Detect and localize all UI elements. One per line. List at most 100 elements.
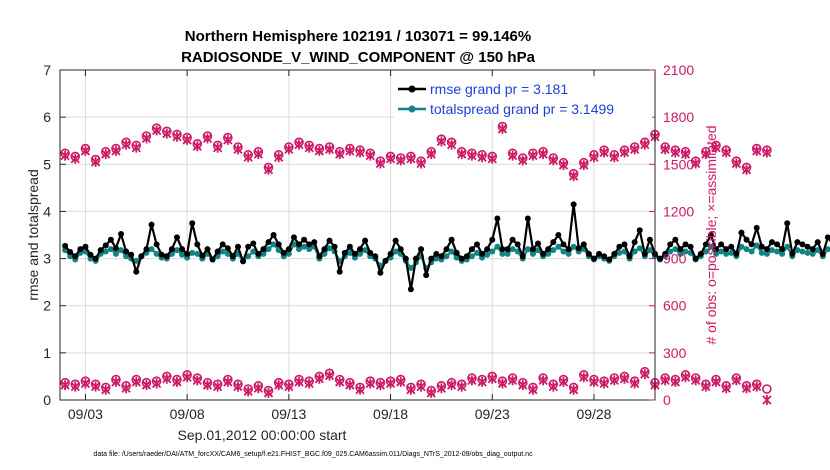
y-left-tick-label: 3 <box>43 251 51 267</box>
obs-assimilated-point <box>477 152 487 163</box>
rmse-point <box>723 246 730 253</box>
rmse-point <box>748 241 755 248</box>
obs-assimilated-point <box>162 373 172 384</box>
obs-assimilated-point <box>497 123 508 134</box>
obs-assimilated-point <box>70 381 80 392</box>
x-tick-label: 09/03 <box>68 406 103 422</box>
obs-assimilated-point <box>121 383 131 394</box>
y-right-tick-label: 900 <box>663 251 687 267</box>
obs-assimilated-point <box>60 150 70 161</box>
obs-assimilated-point <box>680 372 691 383</box>
obs-assimilated-point <box>385 378 396 389</box>
rmse-point <box>621 241 628 248</box>
rmse-point <box>809 246 816 253</box>
totalspread-point <box>565 250 572 257</box>
rmse-point <box>524 215 531 222</box>
totalspread-point <box>570 243 577 250</box>
totalspread-point <box>346 249 353 256</box>
totalspread-point <box>545 250 552 257</box>
totalspread-point <box>260 250 267 257</box>
y-left-tick-label: 6 <box>43 109 51 125</box>
totalspread-point <box>723 250 730 257</box>
rmse-point <box>499 246 506 253</box>
obs-assimilated-point <box>538 149 548 160</box>
rmse-point <box>163 253 170 260</box>
obs-assimilated-point <box>630 378 640 389</box>
totalspread-point <box>824 246 830 253</box>
legend-box <box>394 78 652 120</box>
obs-assimilated-point <box>213 142 223 153</box>
obs-assimilated-point <box>131 142 141 153</box>
rmse-point <box>555 232 562 238</box>
rmse-point <box>423 272 430 279</box>
totalspread-point <box>270 241 277 248</box>
obs-assimilated-point <box>741 164 752 175</box>
rmse-point <box>179 246 186 253</box>
obs-assimilated-point <box>263 164 274 175</box>
obs-assimilated-point <box>324 370 335 381</box>
rmse-point <box>351 250 358 257</box>
obs-assimilated-point <box>213 381 223 392</box>
obs-assimilated-point <box>416 381 426 392</box>
obs-assimilated-point <box>660 144 670 155</box>
rmse-point <box>219 241 226 248</box>
totalspread-point <box>616 249 623 256</box>
rmse-point <box>489 236 496 243</box>
obs-assimilated-point <box>691 375 701 386</box>
obs-assimilated-point <box>345 380 355 391</box>
rmse-point <box>519 253 526 260</box>
rmse-point <box>97 247 104 254</box>
obs-assimilated-point <box>436 136 447 147</box>
rmse-point <box>514 241 521 248</box>
rmse-point <box>402 255 409 262</box>
obs-assimilated-point <box>172 131 182 142</box>
obs-assimilated-point <box>111 376 121 387</box>
obs-assimilated-point <box>233 144 243 155</box>
obs-assimilated-point <box>487 153 497 164</box>
totalspread-point <box>499 250 506 257</box>
obs-assimilated-point <box>111 145 121 156</box>
obs-assimilated-point <box>731 158 742 169</box>
totalspread-point <box>672 246 679 253</box>
rmse-point <box>631 239 638 246</box>
rmse-point <box>580 241 587 248</box>
obs-assimilated-point <box>670 147 680 158</box>
rmse-point <box>377 269 384 276</box>
obs-assimilated-point <box>701 149 711 160</box>
rmse-point <box>77 246 84 253</box>
totalspread-point <box>774 248 781 255</box>
obs-assimilated-point <box>355 147 365 158</box>
totalspread-point <box>799 248 806 255</box>
obs-assimilated-point <box>90 381 101 392</box>
rmse-point <box>138 253 145 260</box>
obs-assimilated-point <box>619 147 630 158</box>
rmse-point <box>570 201 577 208</box>
rmse-point <box>453 249 460 256</box>
totalspread-point <box>433 255 440 262</box>
obs-assimilated-point <box>263 387 274 398</box>
rmse-point <box>713 246 720 253</box>
obs-assimilated-point <box>304 142 314 153</box>
rmse-point <box>433 250 440 257</box>
rmse-point <box>285 246 292 253</box>
obs-assimilated-point <box>223 134 233 145</box>
obs-assimilated-point <box>538 375 548 386</box>
rmse-point <box>484 246 491 253</box>
rmse-point <box>585 250 592 257</box>
rmse-point <box>804 243 811 250</box>
totalspread-point <box>494 243 501 250</box>
rmse-point <box>316 253 323 260</box>
totalspread-point <box>484 251 491 258</box>
obs-assimilated-point <box>518 155 528 166</box>
obs-assimilated-point <box>670 376 680 387</box>
obs-assimilated-point <box>141 380 152 391</box>
obs-assimilated-point <box>151 125 162 136</box>
rmse-point <box>779 246 786 253</box>
rmse-point <box>214 248 221 255</box>
totalspread-point <box>804 249 811 256</box>
legend-spread-label: totalspread grand pr = 3.1499 <box>430 101 614 117</box>
totalspread-point <box>468 253 475 260</box>
rmse-point <box>753 224 760 231</box>
totalspread-point <box>636 245 643 252</box>
obs-assimilated-point <box>294 139 304 150</box>
